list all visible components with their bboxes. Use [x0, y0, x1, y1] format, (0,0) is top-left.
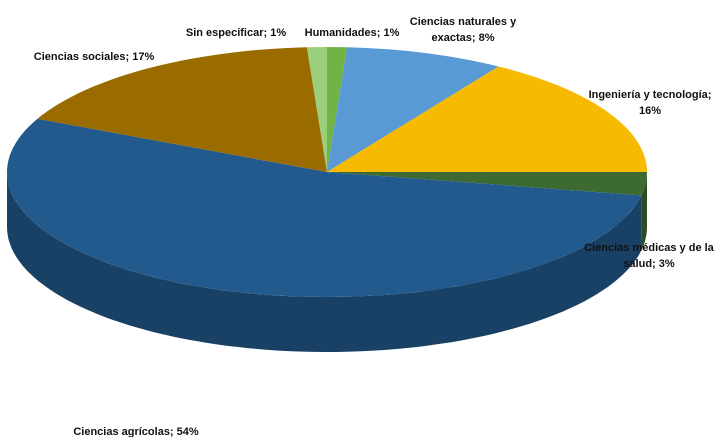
data-label: Ciencias médicas y de la: [584, 242, 715, 254]
slice: [327, 172, 647, 196]
data-label: Ciencias sociales; 17%: [34, 51, 155, 63]
slice: [327, 66, 647, 172]
slice: [327, 47, 499, 173]
data-label: salud; 3%: [623, 258, 675, 270]
data-label: 16%: [639, 105, 661, 117]
data-label: Humanidades; 1%: [305, 27, 400, 39]
data-label: exactas; 8%: [432, 32, 495, 44]
slice: [37, 47, 327, 173]
data-label: Sin especificar; 1%: [186, 27, 286, 39]
slice-side: [7, 172, 642, 352]
data-label: Ciencias naturales y: [410, 16, 517, 28]
data-label: Ciencias agrícolas; 54%: [73, 426, 199, 437]
data-label: Ingeniería y tecnología;: [589, 89, 712, 101]
slice-side: [641, 172, 647, 251]
slice: [306, 47, 327, 172]
slice: [327, 47, 348, 172]
slice: [7, 118, 642, 297]
